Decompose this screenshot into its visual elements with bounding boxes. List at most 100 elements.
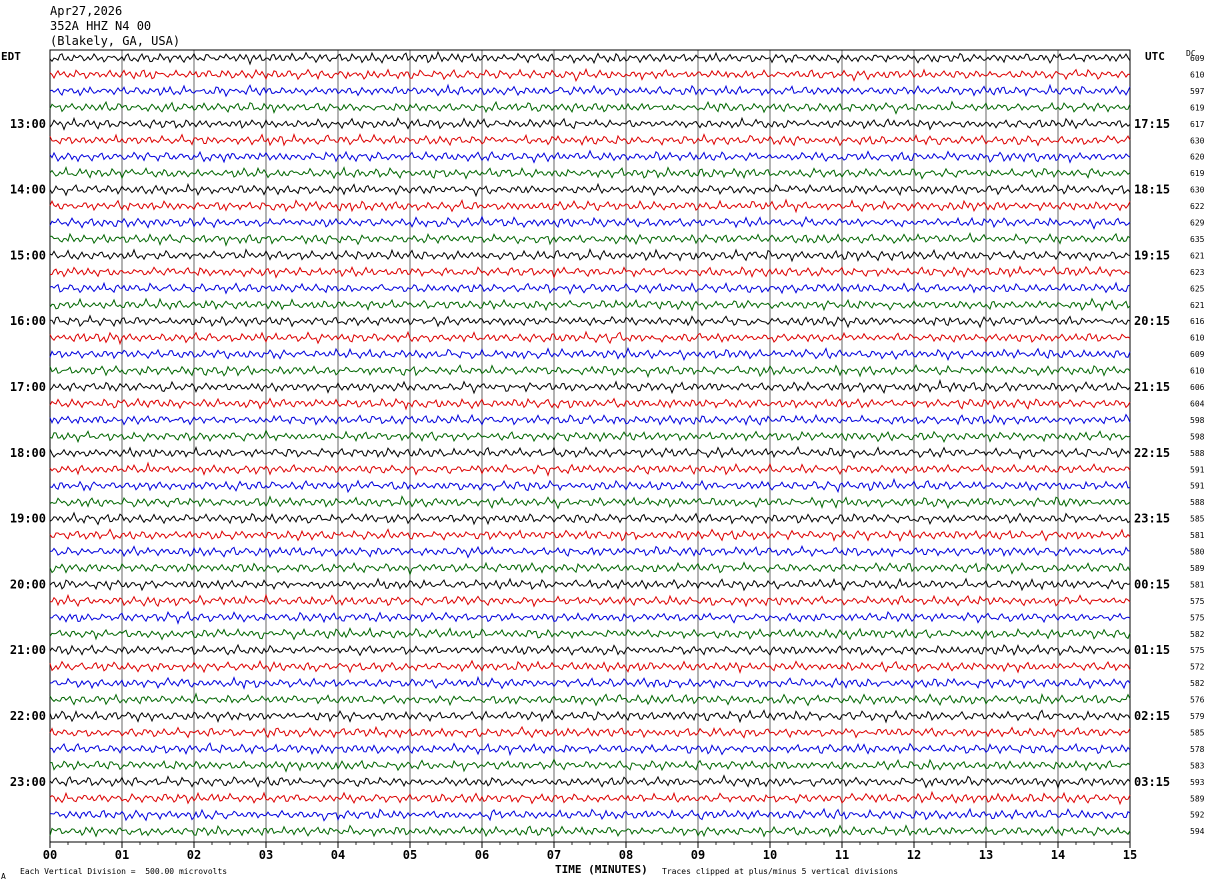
dc-value: 589 (1190, 564, 1205, 573)
seismic-trace (49, 265, 1131, 279)
seismic-trace (49, 50, 1131, 66)
dc-value: 597 (1190, 87, 1205, 96)
seismic-trace (49, 824, 1131, 838)
clip-note: Traces clipped at plus/minus 5 vertical … (662, 867, 899, 876)
x-tick-label: 02 (187, 848, 201, 862)
seismic-trace (49, 477, 1131, 494)
dc-value: 619 (1190, 103, 1205, 112)
dc-value: 619 (1190, 169, 1205, 178)
header-location: (Blakely, GA, USA) (50, 34, 181, 48)
plot-frame (49, 49, 1131, 843)
dc-value: 606 (1190, 383, 1205, 392)
left-hour-label: 15:00 (10, 248, 46, 262)
corner-mark: A (1, 872, 6, 881)
dc-value: 581 (1190, 531, 1205, 540)
x-tick-label: 10 (763, 848, 777, 862)
seismic-trace (49, 709, 1131, 724)
dc-value: 575 (1190, 613, 1205, 622)
x-tick-label: 14 (1051, 848, 1065, 862)
seismic-trace (49, 83, 1131, 98)
dc-value: 572 (1190, 663, 1205, 672)
seismic-trace (49, 364, 1131, 379)
seismic-trace (49, 643, 1131, 657)
seismic-trace (49, 429, 1131, 444)
x-tick-label: 13 (979, 848, 993, 862)
dc-value: 610 (1190, 334, 1205, 343)
seismic-trace (49, 774, 1131, 790)
left-hour-label: 17:00 (10, 380, 46, 394)
dc-value: 629 (1190, 219, 1205, 228)
seismic-trace (49, 165, 1131, 180)
dc-value: 621 (1190, 301, 1205, 310)
dc-value: 591 (1190, 482, 1205, 491)
dc-value: 622 (1190, 202, 1205, 211)
dc-value: 585 (1190, 728, 1205, 737)
x-tick-label: 06 (475, 848, 489, 862)
dc-value: 621 (1190, 251, 1205, 260)
left-hour-label: 16:00 (10, 314, 46, 328)
dc-value: 579 (1190, 712, 1205, 721)
seismic-trace (50, 593, 1131, 608)
seismic-trace (49, 511, 1131, 526)
dc-value: 583 (1190, 761, 1205, 770)
seismic-trace (49, 495, 1131, 510)
dc-value: 578 (1190, 745, 1205, 754)
dc-value: 575 (1190, 597, 1205, 606)
dc-value: 594 (1190, 827, 1205, 836)
seismic-trace (49, 445, 1131, 460)
seismic-trace (49, 659, 1131, 674)
seismic-trace (49, 561, 1131, 576)
dc-value: 630 (1190, 136, 1205, 145)
right-hour-label: 18:15 (1134, 183, 1170, 197)
left-hour-label: 22:00 (10, 709, 46, 723)
x-tick-label: 09 (691, 848, 705, 862)
dc-value: 576 (1190, 696, 1205, 705)
seismic-trace (49, 397, 1131, 411)
dc-value: 582 (1190, 630, 1205, 639)
seismic-trace (49, 742, 1131, 757)
seismic-trace (49, 215, 1131, 230)
right-hour-label: 17:15 (1134, 117, 1170, 131)
x-tick-label: 05 (403, 848, 417, 862)
right-hour-label: 00:15 (1134, 577, 1170, 591)
seismic-trace (49, 610, 1131, 625)
dc-value: 610 (1190, 70, 1205, 79)
seismic-trace (50, 544, 1131, 559)
seismic-trace (49, 67, 1131, 82)
dc-value: 581 (1190, 580, 1205, 589)
dc-value: 616 (1190, 317, 1205, 326)
dc-value: 588 (1190, 449, 1205, 458)
x-tick-label: 04 (331, 848, 345, 862)
seismic-trace (49, 758, 1131, 773)
right-hour-label: 21:15 (1134, 380, 1170, 394)
left-hour-label: 23:00 (10, 775, 46, 789)
seismic-trace (49, 198, 1131, 214)
right-hour-label: 23:15 (1134, 512, 1170, 526)
dc-value: 609 (1190, 54, 1205, 63)
seismic-trace (49, 314, 1131, 329)
dc-value: 625 (1190, 284, 1205, 293)
dc-value: 582 (1190, 679, 1205, 688)
right-hour-label: 20:15 (1134, 314, 1170, 328)
dc-value: 593 (1190, 778, 1205, 787)
seismic-trace (49, 790, 1131, 806)
seismic-trace (49, 692, 1131, 707)
dc-value: 589 (1190, 794, 1205, 803)
seismic-trace (49, 725, 1131, 739)
seismic-trace (49, 231, 1131, 247)
right-hour-label: 01:15 (1134, 643, 1170, 657)
x-tick-label: 07 (547, 848, 561, 862)
dc-value: 585 (1190, 515, 1205, 524)
right-hour-label: 19:15 (1134, 248, 1170, 262)
dc-value: 630 (1190, 186, 1205, 195)
seismic-trace (49, 330, 1131, 346)
seismic-trace (49, 297, 1131, 312)
division-note: Each Vertical Division = 500.00 microvol… (20, 867, 228, 876)
dc-value: 588 (1190, 498, 1205, 507)
seismic-trace (49, 281, 1131, 295)
seismic-trace (49, 116, 1131, 131)
dc-value: 598 (1190, 432, 1205, 441)
x-tick-label: 01 (115, 848, 129, 862)
seismic-trace (49, 626, 1131, 641)
